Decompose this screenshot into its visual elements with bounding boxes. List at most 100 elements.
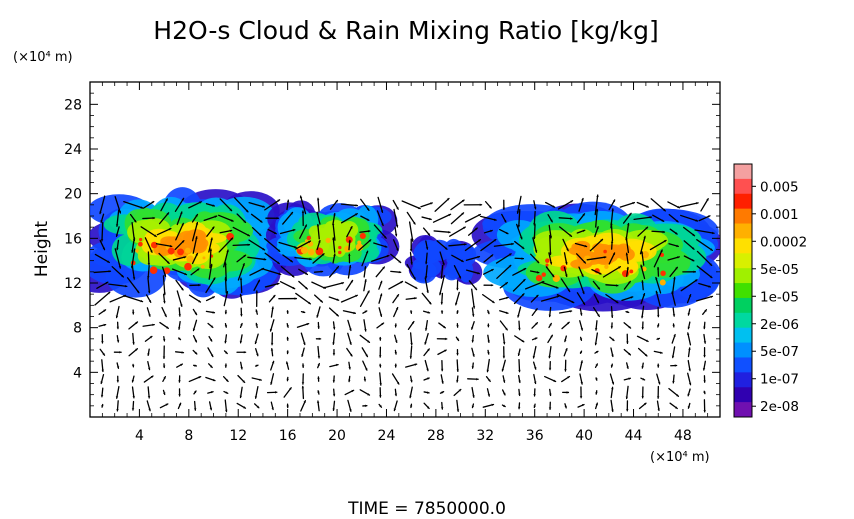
wind-arrow [514,335,525,343]
wind-arrow-head [355,294,358,298]
wind-arrow [698,282,711,288]
cloud-core [177,248,184,256]
wind-arrow-head [398,270,401,274]
wind-arrow-head [195,222,199,225]
wind-arrow-head [147,276,150,278]
wind-arrow-head [471,340,475,342]
wind-arrow [594,332,599,346]
wind-arrow-head [180,363,183,367]
colorbar-frame [733,163,753,418]
wind-arrow [672,276,676,294]
wind-arrow-head [225,379,229,382]
wind-arrow-head [656,396,660,399]
wind-arrow-head [166,212,169,216]
wind-arrow [108,283,128,288]
wind-arrow-head [230,219,234,222]
wind-arrow-head [424,341,427,345]
wind-arrow-head [555,286,559,289]
wind-arrow-head [103,323,106,327]
wind-arrow [451,254,464,263]
wind-arrow [249,267,265,276]
wind-arrow [672,346,676,359]
cloud-core [135,249,139,253]
colorbar-label: 1e-07 [760,372,799,388]
wind-arrow [696,250,713,267]
wind-arrow-head [688,347,691,350]
wind-arrow [203,215,218,222]
wind-arrow-head [181,198,184,201]
wind-arrow-head [379,281,383,284]
colorbar-swatch [734,327,752,344]
wind-arrow-head [332,353,336,355]
wind-arrow-head [535,295,539,298]
wind-arrow-head [210,238,213,241]
colorbar-swatch [734,164,752,180]
wind-arrow-head [579,338,583,341]
wind-arrow-head [194,312,197,315]
wind-arrow-head [427,233,430,236]
wind-arrow [131,248,136,269]
wind-arrow [253,279,261,291]
wind-arrow-head [194,351,197,354]
wind-arrow [128,348,139,357]
wind-arrow-head [553,379,556,382]
wind-arrow-head [645,227,648,230]
wind-arrow-head [703,326,706,329]
wind-arrow-head [655,291,659,294]
wind-arrow-head [709,275,712,278]
wind-arrow [448,243,467,247]
wind-arrow-head [549,235,553,238]
x-tick-label: 40 [575,428,593,444]
cloud-core [541,272,546,277]
wind-arrow-head [533,206,537,209]
wind-arrow-head [210,390,214,394]
wind-arrow-head [366,218,369,221]
wind-arrow-head [242,380,245,383]
colorbar-label: 2e-08 [760,399,799,415]
colorbar-label: 5e-07 [760,344,799,360]
wind-arrow-head [569,310,572,313]
wind-arrow-head [316,224,320,227]
wind-arrow-head [692,233,695,236]
colorbar-swatch [734,312,752,329]
wind-arrow [558,310,573,314]
wind-arrow [209,248,212,269]
wind-arrow [482,268,494,275]
wind-arrow-head [177,327,181,330]
wind-arrow-head [394,365,398,368]
wind-arrow-head [596,226,599,229]
wind-arrow-head [243,255,246,258]
wind-arrow-head [475,228,478,231]
wind-arrow-head [626,409,629,411]
wind-arrow [480,238,497,252]
wind-arrow-head [163,376,166,379]
wind-arrow-head [490,229,493,233]
x-tick-label: 32 [476,428,494,444]
wind-arrow-head [472,395,475,398]
wind-arrow [176,211,183,226]
wind-arrow-head [625,253,629,256]
wind-arrow-head [225,351,228,354]
wind-arrow [340,294,358,303]
wind-arrow-head [628,352,631,355]
wind-arrow [94,253,110,264]
wind-arrow-head [163,274,167,277]
wind-arrow [530,253,540,264]
wind-arrow [175,222,184,241]
wind-arrow-head [628,325,631,329]
wind-arrow [263,238,281,253]
wind-arrow-head [270,342,274,345]
wind-arrow [512,267,527,276]
wind-arrow-head [410,379,413,382]
wind-arrow-head [364,266,367,269]
wind-arrow-head [549,261,553,264]
wind-arrow-head [154,234,157,237]
colorbar-label: 0.005 [760,179,799,195]
wind-arrow [548,346,552,359]
wind-arrow [408,221,414,242]
wind-arrow-head [641,366,644,369]
wind-arrow [140,226,157,238]
wind-arrow-head [119,350,122,354]
wind-arrow [264,282,280,288]
